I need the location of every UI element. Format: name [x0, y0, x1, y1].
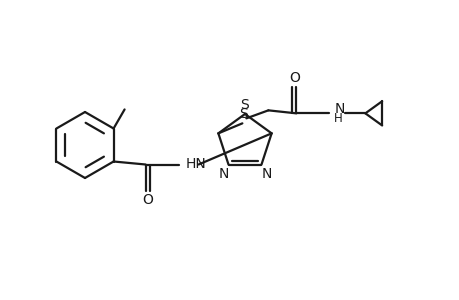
Text: O: O [288, 71, 299, 85]
Text: S: S [240, 98, 249, 112]
Text: N: N [334, 102, 344, 116]
Text: N: N [218, 167, 228, 181]
Text: S: S [239, 107, 247, 121]
Text: HN: HN [185, 157, 206, 170]
Text: N: N [261, 167, 271, 181]
Text: O: O [142, 193, 153, 206]
Text: H: H [334, 112, 342, 125]
